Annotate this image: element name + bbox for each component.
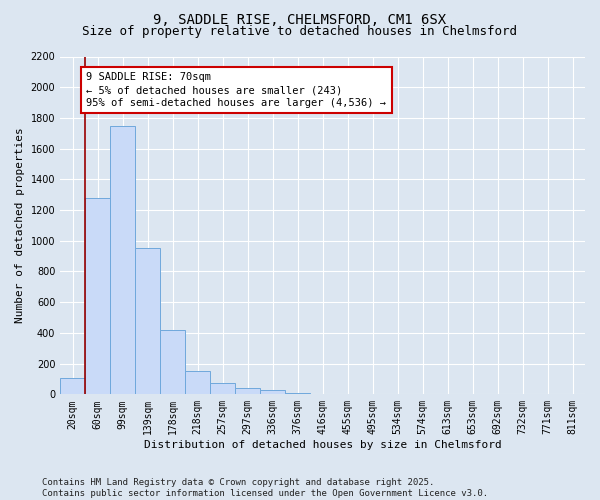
- Text: 9, SADDLE RISE, CHELMSFORD, CM1 6SX: 9, SADDLE RISE, CHELMSFORD, CM1 6SX: [154, 12, 446, 26]
- Bar: [260, 390, 285, 394]
- Bar: [135, 248, 160, 394]
- Text: Contains HM Land Registry data © Crown copyright and database right 2025.
Contai: Contains HM Land Registry data © Crown c…: [42, 478, 488, 498]
- Text: Size of property relative to detached houses in Chelmsford: Size of property relative to detached ho…: [83, 25, 517, 38]
- Bar: [160, 330, 185, 394]
- Bar: [110, 126, 135, 394]
- Bar: [235, 388, 260, 394]
- Y-axis label: Number of detached properties: Number of detached properties: [15, 128, 25, 324]
- Bar: [185, 370, 210, 394]
- Bar: [285, 393, 310, 394]
- Text: 9 SADDLE RISE: 70sqm
← 5% of detached houses are smaller (243)
95% of semi-detac: 9 SADDLE RISE: 70sqm ← 5% of detached ho…: [86, 72, 386, 108]
- X-axis label: Distribution of detached houses by size in Chelmsford: Distribution of detached houses by size …: [144, 440, 502, 450]
- Bar: [60, 378, 85, 394]
- Bar: [210, 383, 235, 394]
- Bar: [85, 198, 110, 394]
